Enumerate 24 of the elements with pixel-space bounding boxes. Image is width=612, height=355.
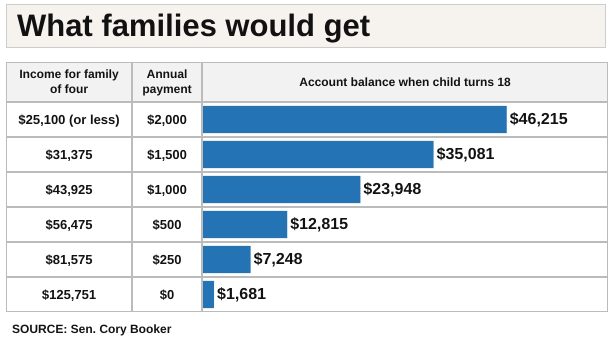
x-axis-title: Account balance when child turns 18 — [299, 74, 511, 90]
chart-title: What families would get — [6, 4, 606, 48]
data-label: $1,681 — [217, 286, 266, 303]
text: $1,000 — [147, 182, 187, 197]
data-label: $7,248 — [254, 250, 303, 268]
text: $1,500 — [147, 147, 187, 162]
text: $500 — [152, 217, 182, 232]
data-label: $35,081 — [436, 146, 495, 163]
data-label: $12,815 — [290, 216, 348, 233]
text: $0 — [160, 287, 174, 302]
y-tick-label: $81,575 — [46, 252, 92, 267]
data-label: $23,948 — [363, 180, 422, 198]
source-note: SOURCE: Sen. Cory Booker — [12, 322, 172, 336]
text: $250 — [152, 252, 182, 267]
text: Annual payment — [141, 67, 193, 97]
y-tick-label: $56,475 — [46, 217, 92, 232]
y-tick-label: $31,375 — [46, 147, 92, 162]
y-tick-label: $43,925 — [46, 182, 92, 197]
y-tick-label: $125,751 — [42, 287, 96, 302]
bar — [203, 280, 214, 308]
text: $2,000 — [147, 112, 187, 127]
y-axis-title: Income for family of four — [18, 67, 120, 97]
data-label: $46,215 — [510, 110, 568, 128]
y-tick-label: $25,100 (or less) — [18, 112, 120, 127]
